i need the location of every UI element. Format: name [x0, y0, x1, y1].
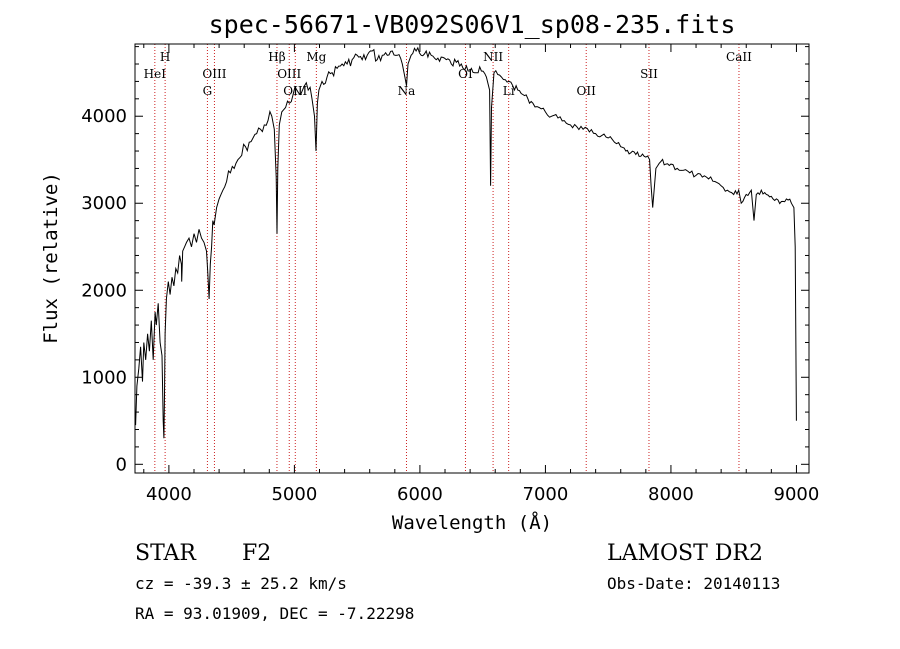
- survey-name: LAMOST DR2: [607, 541, 763, 566]
- redshift-cz: cz = -39.3 ± 25.2 km/s: [135, 574, 347, 593]
- y-tick-label-4: 4000: [81, 106, 127, 127]
- x-axis-label: Wavelength (Å): [392, 511, 552, 534]
- x-tick-label-5: 9000: [774, 484, 820, 505]
- line-label-12: OII: [577, 84, 597, 98]
- line-label-5: OIII: [277, 67, 301, 81]
- x-tick-label-3: 7000: [523, 484, 569, 505]
- y-axis-label: Flux (relative): [40, 172, 62, 344]
- line-label-6: OIII: [283, 84, 307, 98]
- line-markers: H HeI OIII G Hβ OIII OIII Mg Na OI NII Li OII SII CaII: [144, 44, 752, 473]
- y-tick-label-0: 0: [116, 454, 127, 475]
- line-label-14: CaII: [726, 50, 752, 64]
- plot-frame: [134, 43, 810, 474]
- line-label-4: Hβ: [268, 50, 285, 64]
- line-label-7: Mg: [306, 50, 326, 64]
- line-label-11: Li: [503, 84, 515, 98]
- sky-coordinates: RA = 93.01909, DEC = -7.22298: [135, 604, 414, 623]
- line-label-2: OIII: [202, 67, 226, 81]
- line-label-3: G: [203, 84, 213, 98]
- object-class: STAR: [135, 541, 197, 566]
- y-tick-label-2: 2000: [81, 280, 127, 301]
- y-axis-ticks: 0 1000 2000 3000 4000: [81, 46, 809, 475]
- chart-title: spec-56671-VB092S06V1_sp08-235.fits: [209, 10, 736, 39]
- observation-date: Obs-Date: 20140113: [607, 574, 780, 593]
- x-tick-label-1: 5000: [271, 484, 317, 505]
- x-tick-label-0: 4000: [146, 484, 192, 505]
- x-tick-label-4: 8000: [648, 484, 694, 505]
- x-axis-ticks: 4000 5000 6000 7000 8000 9000: [143, 44, 820, 505]
- line-label-0: H: [160, 50, 170, 64]
- line-label-9: OI: [458, 67, 473, 81]
- y-tick-label-3: 3000: [81, 193, 127, 214]
- line-label-1: HeI: [144, 67, 167, 81]
- x-tick-label-2: 6000: [397, 484, 443, 505]
- y-tick-label-1: 1000: [81, 367, 127, 388]
- spectrum-line: [135, 46, 797, 439]
- spectral-subclass: F2: [242, 541, 271, 566]
- line-label-10: NII: [483, 50, 503, 64]
- line-label-13: SII: [640, 67, 658, 81]
- line-label-8: Na: [398, 84, 416, 98]
